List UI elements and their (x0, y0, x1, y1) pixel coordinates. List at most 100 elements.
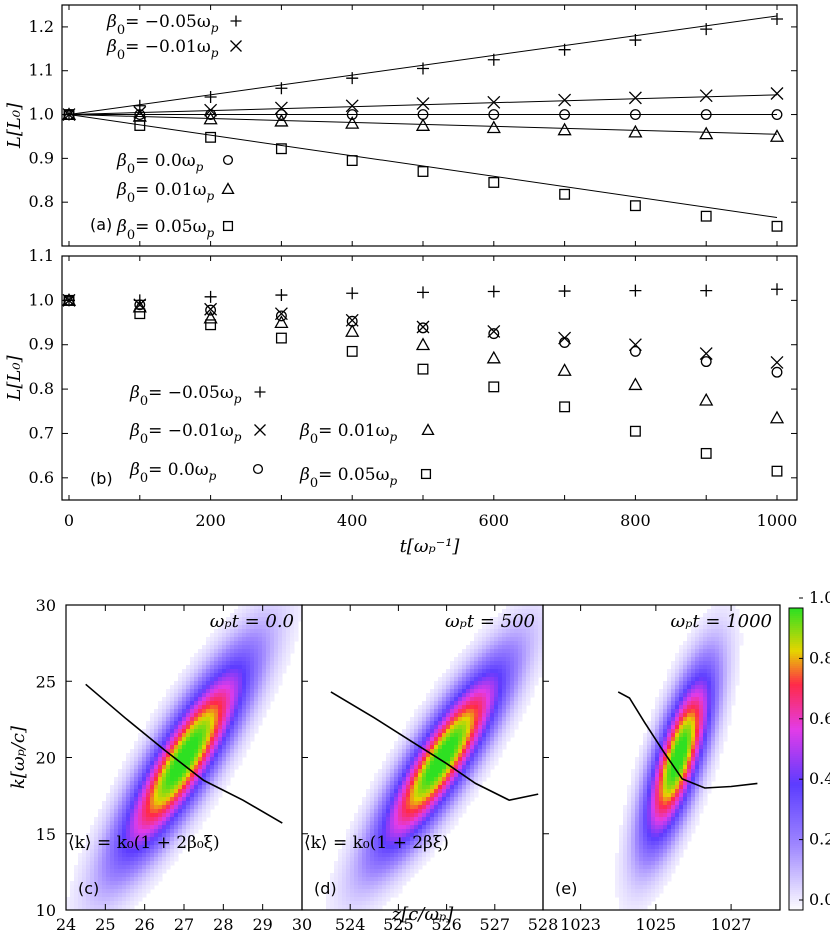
heat-cell (514, 717, 519, 722)
heat-cell (486, 701, 491, 706)
heat-cell (390, 841, 395, 846)
heat-cell (174, 737, 179, 742)
heat-cell (382, 893, 387, 898)
heat-cell (623, 809, 628, 814)
heat-cell (262, 713, 267, 718)
heat-cell (206, 765, 211, 770)
heat-cell (438, 717, 443, 722)
heat-cell (667, 737, 672, 742)
heat-cell (707, 637, 712, 642)
heat-cell (647, 725, 652, 730)
heat-cell (266, 641, 271, 646)
heat-cell (530, 637, 535, 642)
heat-cell (374, 793, 379, 798)
heat-cell (242, 753, 247, 758)
heat-cell (538, 673, 543, 678)
heat-cell (266, 681, 271, 686)
heat-cell (422, 813, 427, 818)
heat-cell (122, 773, 127, 778)
heat-cell (182, 697, 187, 702)
heat-cell (474, 693, 479, 698)
heat-cell (498, 697, 503, 702)
heat-cell (98, 857, 103, 862)
heat-cell (490, 741, 495, 746)
heat-cell (723, 661, 728, 666)
y-tick-label: 10 (36, 901, 56, 920)
heat-cell (394, 849, 399, 854)
heat-cell (715, 613, 720, 618)
heat-cell (210, 801, 215, 806)
heat-cell (134, 877, 139, 882)
heat-cell (406, 729, 411, 734)
heat-cell (506, 693, 511, 698)
heat-cell (298, 609, 302, 614)
heat-cell (254, 713, 259, 718)
heat-cell (134, 861, 139, 866)
heat-cell (707, 665, 712, 670)
heat-cell (182, 669, 187, 674)
heat-cell (206, 637, 211, 642)
heat-cell (378, 889, 383, 894)
heat-cell (683, 685, 688, 690)
heat-cell (86, 861, 91, 866)
heat-cell (182, 845, 187, 850)
heat-cell (474, 657, 479, 662)
heat-cell (222, 701, 227, 706)
heat-cell (518, 657, 523, 662)
heat-cell (158, 741, 163, 746)
heat-cell (446, 729, 451, 734)
heat-cell (174, 725, 179, 730)
heat-cell (274, 681, 279, 686)
heat-cell (286, 653, 291, 658)
legend-marker (221, 182, 235, 195)
heat-cell (206, 689, 211, 694)
heat-cell (635, 805, 640, 810)
heat-cell (230, 769, 235, 774)
heat-cell (222, 773, 227, 778)
heat-cell (699, 781, 704, 786)
heat-cell (659, 753, 664, 758)
heat-cell (362, 905, 367, 910)
heat-cell (270, 685, 275, 690)
heat-cell (418, 825, 423, 830)
heat-cell (522, 673, 527, 678)
heat-cell (470, 653, 475, 658)
heat-cell (703, 741, 708, 746)
heat-cell (418, 837, 423, 842)
heat-cell (338, 893, 343, 898)
heat-cell (506, 705, 511, 710)
heat-cell (350, 849, 355, 854)
heat-cell (442, 821, 447, 826)
heat-cell (707, 765, 712, 770)
data-point (771, 109, 783, 120)
heat-cell (695, 805, 700, 810)
heat-cell (166, 865, 171, 870)
heat-cell (514, 629, 519, 634)
heat-cell (286, 649, 291, 654)
heat-cell (691, 713, 696, 718)
heat-cell (418, 797, 423, 802)
heat-cell (414, 733, 419, 738)
heat-cell (635, 809, 640, 814)
heat-cell (398, 789, 403, 794)
heat-cell (138, 845, 143, 850)
heat-cell (414, 829, 419, 834)
heat-cell (150, 825, 155, 830)
heat-cell (214, 725, 219, 730)
heat-cell (510, 717, 515, 722)
heat-cell (659, 725, 664, 730)
heat-cell (426, 821, 431, 826)
heat-cell (270, 689, 275, 694)
heat-cell (102, 877, 107, 882)
heat-cell (398, 781, 403, 786)
heat-cell (218, 645, 223, 650)
heat-cell (446, 769, 451, 774)
heat-cell (150, 753, 155, 758)
heat-cell (282, 641, 287, 646)
heat-cell (110, 873, 115, 878)
heat-cell (382, 773, 387, 778)
heat-cell (474, 661, 479, 666)
heat-cell (394, 817, 399, 822)
heat-cell (462, 753, 467, 758)
heat-cell (518, 705, 523, 710)
